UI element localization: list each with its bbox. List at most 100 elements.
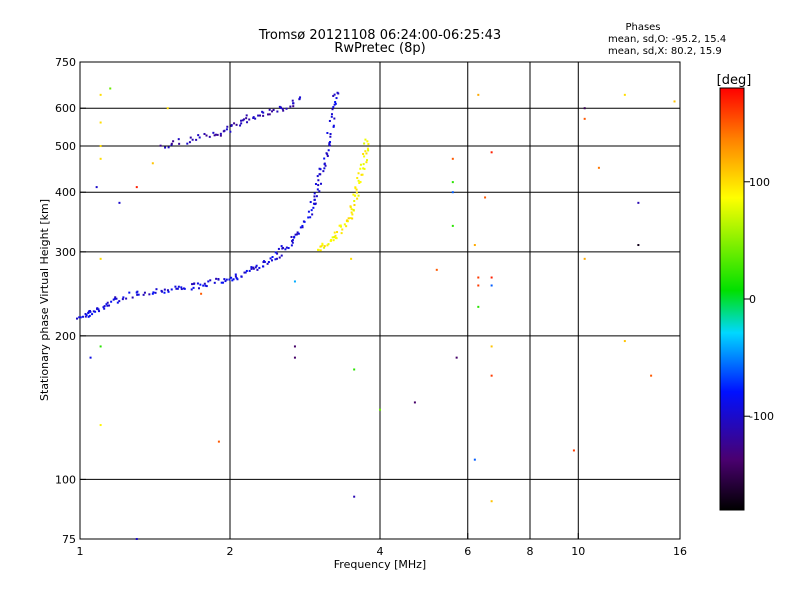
y-tick-label: 500 — [55, 140, 76, 153]
scatter-point — [490, 151, 493, 154]
trace-point — [91, 313, 94, 316]
trace-point — [291, 239, 294, 242]
trace-point — [262, 265, 265, 268]
trace-point — [278, 256, 281, 259]
trace-point — [299, 226, 302, 229]
trace-point — [219, 132, 222, 135]
trace-point — [202, 284, 205, 287]
scatter-point — [477, 93, 480, 96]
scatter-point — [379, 408, 381, 411]
trace-point — [94, 310, 97, 313]
trace-point — [170, 288, 173, 291]
trace-point — [362, 152, 365, 155]
trace-point — [232, 278, 235, 281]
trace-point — [319, 168, 322, 171]
scatter-point — [99, 424, 102, 427]
trace-point — [212, 131, 215, 134]
trace-point — [359, 163, 362, 166]
scatter-point — [477, 276, 480, 279]
trace-point — [326, 155, 329, 158]
trace-point — [325, 152, 328, 155]
trace-point — [313, 195, 316, 198]
trace-point — [151, 292, 154, 295]
scatter-point — [597, 166, 600, 169]
trace-point — [224, 280, 227, 283]
trace-point — [226, 125, 229, 128]
trace-point — [323, 162, 326, 165]
trace-point — [164, 146, 167, 149]
trace-point — [236, 278, 239, 281]
trace-point — [359, 180, 362, 183]
trace-point — [79, 316, 82, 319]
trace-point — [335, 97, 338, 100]
trace-point — [245, 269, 248, 272]
trace-point — [87, 315, 90, 318]
trace-point — [268, 113, 271, 116]
trace-point — [88, 309, 91, 312]
scatter-point — [217, 440, 220, 443]
trace-point — [78, 316, 81, 319]
scatter-point — [650, 374, 653, 377]
trace-point — [199, 283, 202, 286]
trace-point — [136, 293, 139, 296]
trace-point — [257, 114, 260, 117]
trace-point — [230, 124, 233, 127]
trace-point — [285, 246, 288, 249]
scatter-point — [413, 401, 416, 404]
trace-point — [314, 183, 317, 186]
trace-point — [250, 267, 253, 270]
x-axis-ticks: 1 2 4 6 8 10 16 — [77, 533, 687, 558]
scatter-point — [477, 284, 480, 287]
trace-point — [352, 208, 355, 211]
trace-point — [239, 124, 242, 127]
trace-point — [363, 167, 366, 170]
trace-point — [352, 193, 355, 196]
trace-point — [240, 122, 243, 125]
scatter-point — [135, 186, 138, 189]
trace-point — [76, 317, 79, 320]
trace-point — [223, 278, 226, 281]
trace-point — [125, 297, 128, 300]
scatter-point — [623, 93, 626, 96]
trace-point — [330, 115, 333, 118]
scatter-point — [583, 257, 586, 260]
trace-point — [167, 290, 170, 293]
data-points — [76, 87, 676, 540]
trace-point — [245, 114, 248, 117]
chart-title: Tromsø 20121108 06:24:00-06:25:43 — [258, 28, 501, 43]
trace-point — [225, 128, 228, 131]
scatter-point — [484, 196, 487, 199]
trace-point — [332, 124, 335, 127]
trace-point — [112, 298, 115, 301]
trace-point — [362, 167, 365, 170]
trace-point — [358, 181, 361, 184]
trace-point — [331, 236, 334, 239]
trace-point — [324, 164, 327, 167]
trace-point — [366, 159, 369, 162]
trace-point — [365, 152, 368, 155]
trace-point — [213, 281, 216, 284]
trace-point — [128, 291, 131, 294]
trace-point — [350, 208, 353, 211]
trace-point — [313, 192, 316, 195]
trace-point — [256, 268, 259, 271]
trace-point — [178, 142, 181, 145]
trace-point — [108, 304, 111, 307]
trace-point — [231, 279, 234, 282]
trace-point — [312, 206, 315, 209]
trace-point — [252, 266, 255, 269]
stats-title: Phases — [625, 22, 660, 33]
trace-point — [338, 224, 341, 227]
trace-point — [233, 122, 236, 125]
trace-point — [195, 138, 198, 141]
trace-point — [197, 287, 200, 290]
trace-point — [334, 101, 337, 104]
trace-point — [177, 138, 180, 141]
scatter-point — [490, 374, 493, 377]
scatter-point — [109, 87, 112, 90]
trace-point — [307, 216, 310, 219]
trace-point — [333, 231, 336, 234]
trace-point — [276, 110, 279, 113]
colorbar-tick-label: 0 — [749, 293, 756, 306]
